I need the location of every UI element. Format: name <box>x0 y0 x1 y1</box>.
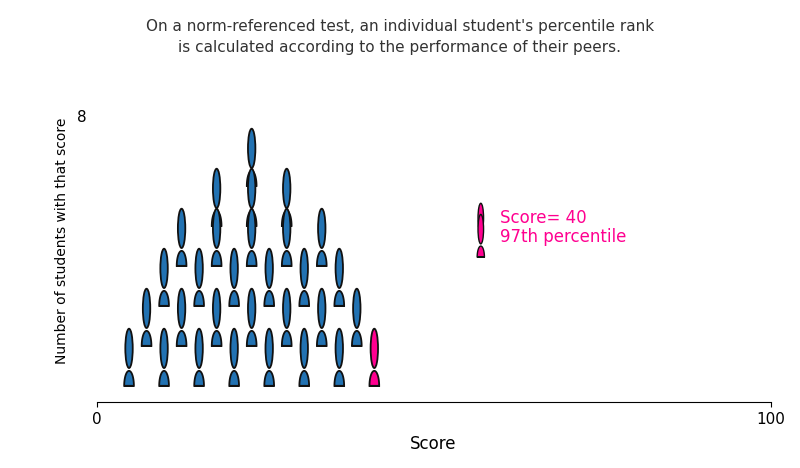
Circle shape <box>301 329 308 368</box>
Polygon shape <box>247 171 257 186</box>
Polygon shape <box>264 291 274 306</box>
Circle shape <box>248 289 255 328</box>
Circle shape <box>213 209 220 248</box>
Circle shape <box>318 289 326 328</box>
Polygon shape <box>299 291 309 306</box>
Circle shape <box>266 329 273 368</box>
Polygon shape <box>334 371 344 386</box>
Circle shape <box>283 289 290 328</box>
Polygon shape <box>247 251 257 266</box>
Circle shape <box>230 249 238 288</box>
Text: On a norm-referenced test, an individual student's percentile rank
is calculated: On a norm-referenced test, an individual… <box>146 19 654 55</box>
Polygon shape <box>317 331 326 346</box>
Polygon shape <box>352 331 362 346</box>
Circle shape <box>178 209 186 248</box>
Polygon shape <box>177 331 186 346</box>
Circle shape <box>478 214 483 244</box>
Polygon shape <box>317 251 326 266</box>
Y-axis label: Number of students with that score: Number of students with that score <box>55 118 69 365</box>
Polygon shape <box>247 211 257 226</box>
Text: Score= 40: Score= 40 <box>500 209 586 227</box>
Circle shape <box>266 249 273 288</box>
Circle shape <box>248 209 255 248</box>
Circle shape <box>318 209 326 248</box>
Circle shape <box>213 289 220 328</box>
Circle shape <box>195 249 203 288</box>
Polygon shape <box>142 331 151 346</box>
Circle shape <box>248 129 255 168</box>
Polygon shape <box>282 251 291 266</box>
Polygon shape <box>230 371 239 386</box>
Circle shape <box>143 289 150 328</box>
Circle shape <box>160 249 168 288</box>
Polygon shape <box>282 211 291 226</box>
Circle shape <box>283 209 290 248</box>
Polygon shape <box>264 371 274 386</box>
Circle shape <box>301 249 308 288</box>
Circle shape <box>370 329 378 368</box>
Polygon shape <box>159 371 169 386</box>
Polygon shape <box>370 371 379 386</box>
Polygon shape <box>230 291 239 306</box>
Polygon shape <box>334 291 344 306</box>
Circle shape <box>248 169 255 208</box>
Circle shape <box>230 329 238 368</box>
Polygon shape <box>124 371 134 386</box>
Polygon shape <box>194 291 204 306</box>
Polygon shape <box>212 331 222 346</box>
Polygon shape <box>159 291 169 306</box>
Circle shape <box>335 329 343 368</box>
Circle shape <box>478 203 483 233</box>
Polygon shape <box>212 211 222 226</box>
Polygon shape <box>212 251 222 266</box>
Polygon shape <box>247 331 257 346</box>
Polygon shape <box>299 371 309 386</box>
Text: 97th percentile: 97th percentile <box>500 227 626 246</box>
X-axis label: Score: Score <box>410 435 457 453</box>
Polygon shape <box>282 331 291 346</box>
Circle shape <box>283 169 290 208</box>
Polygon shape <box>477 246 485 257</box>
Circle shape <box>126 329 133 368</box>
Circle shape <box>178 289 186 328</box>
Circle shape <box>353 289 361 328</box>
Circle shape <box>213 169 220 208</box>
Polygon shape <box>194 371 204 386</box>
Circle shape <box>195 329 203 368</box>
Circle shape <box>160 329 168 368</box>
Polygon shape <box>177 251 186 266</box>
Circle shape <box>335 249 343 288</box>
